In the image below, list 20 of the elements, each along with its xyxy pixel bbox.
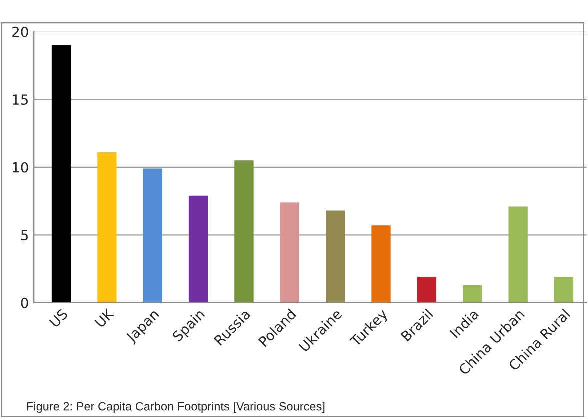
bar <box>143 168 162 303</box>
x-tick-label: US <box>49 308 69 328</box>
y-tick-label: 5 <box>21 230 28 241</box>
bar <box>234 160 254 303</box>
bar <box>326 210 346 303</box>
bar <box>98 152 117 303</box>
bar <box>463 285 482 303</box>
bar <box>52 45 72 303</box>
bar <box>417 277 437 303</box>
bar <box>188 196 208 303</box>
y-tick-label: 0 <box>21 298 28 308</box>
y-tick-label: 15 <box>13 94 28 106</box>
y-tick-label: 10 <box>13 162 28 173</box>
caption: Figure 2: Per Capita Carbon Footprints [Various Sources] <box>27 402 325 414</box>
y-tick-label: 20 <box>12 26 28 38</box>
bar <box>372 226 391 303</box>
x-tick-label: UK <box>94 308 115 328</box>
bar <box>554 277 574 303</box>
bar <box>280 202 300 303</box>
bar <box>508 206 528 303</box>
